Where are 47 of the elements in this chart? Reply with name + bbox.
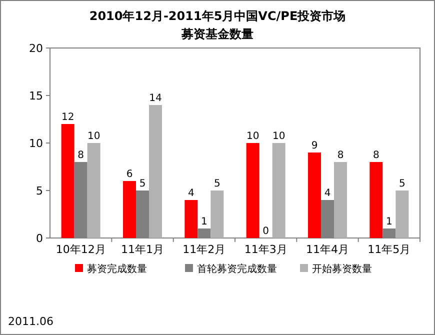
data-label: 8	[78, 150, 84, 161]
data-label: 10	[87, 131, 100, 142]
y-tick-label: 20	[29, 42, 43, 55]
bar	[123, 181, 136, 238]
bar	[396, 190, 409, 238]
bar	[272, 143, 286, 238]
legend-label: 开始募资数量	[312, 263, 372, 275]
data-label: 1	[200, 216, 208, 228]
data-label: 4	[188, 188, 194, 199]
data-label: 10	[272, 131, 286, 142]
x-tick-label: 11年1月	[121, 243, 164, 256]
y-tick-label: 5	[36, 184, 43, 198]
legend-label: 首轮募资完成数量	[197, 263, 277, 275]
data-label: 6	[126, 169, 133, 180]
bar	[61, 124, 74, 238]
data-label: 4	[324, 188, 331, 199]
bar	[87, 143, 100, 238]
data-label: 14	[149, 93, 162, 104]
x-tick-label: 11年5月	[368, 243, 411, 256]
chart-subtitle: 募资基金数量	[180, 27, 254, 41]
data-label: 1	[386, 216, 392, 228]
bar	[210, 190, 224, 238]
x-tick-label: 11年4月	[306, 243, 349, 256]
data-label: 5	[398, 178, 406, 190]
data-label: 5	[214, 178, 220, 190]
data-label: 8	[337, 150, 344, 161]
legend-label: 募资完成数量	[87, 263, 147, 275]
data-label: 12	[61, 112, 74, 123]
data-label: 0	[262, 226, 270, 237]
data-label: 10	[246, 131, 260, 142]
text: 2011.06	[8, 315, 54, 328]
data-label: 9	[311, 140, 318, 152]
bar	[149, 105, 162, 238]
y-tick-label: 15	[29, 90, 43, 102]
data-label: 5	[139, 178, 146, 190]
x-tick-label: 11年3月	[244, 243, 288, 256]
bar	[246, 143, 260, 238]
x-tick-label: 11年2月	[182, 243, 226, 256]
y-tick-label: 10	[29, 137, 43, 150]
x-tick-label: 10年12月	[56, 243, 106, 256]
chart-title: 2010年12月-2011年5月中国VC/PE投资市场	[89, 9, 346, 23]
bar	[334, 162, 347, 238]
bar	[370, 162, 383, 238]
bar	[184, 200, 198, 238]
bar	[308, 152, 321, 238]
y-tick-label: 0	[36, 232, 43, 245]
data-label: 8	[372, 150, 380, 161]
